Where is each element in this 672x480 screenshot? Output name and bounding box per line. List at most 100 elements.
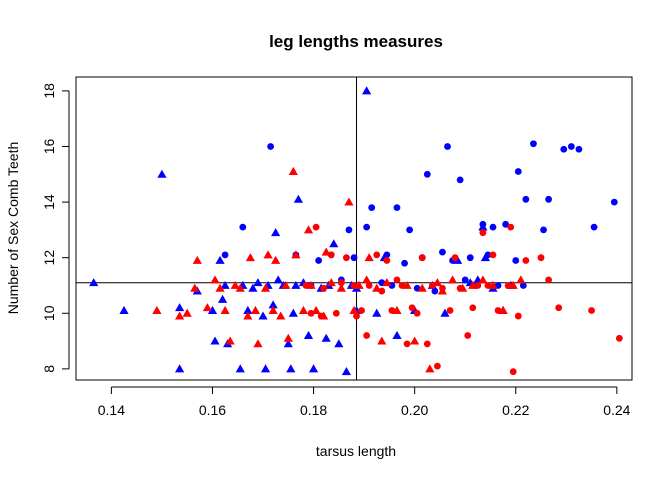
data-point-circle [408,304,416,312]
data-point-triangle [250,305,261,314]
data-point-triangle [175,364,185,373]
data-point-triangle [273,275,283,284]
data-point-triangle [293,194,303,203]
data-point-triangle [217,294,228,303]
data-point-circle [302,282,310,289]
data-point-triangle [190,283,200,292]
y-axis: 8 10 12 14 16 18 [41,83,70,373]
x-axis-label: tarsus length [316,443,396,459]
x-tick-label: 0.18 [300,402,327,418]
y-tick-label: 8 [41,365,57,373]
data-point-triangle [440,308,450,317]
data-point-circle [393,276,401,284]
data-point-triangle [207,305,218,314]
data-point-circle [239,223,247,231]
data-point-triangle [349,305,359,314]
data-point-circle [610,198,618,206]
y-tick-label: 10 [41,305,57,321]
data-point-circle [509,368,517,376]
data-point-circle [590,223,598,231]
data-point-triangle [152,305,162,314]
data-point-triangle [243,305,253,314]
data-point-triangle [286,364,296,373]
data-point-circle [428,282,436,289]
data-point-triangle [362,275,372,284]
data-point-circle [431,287,439,295]
data-point-triangle [417,283,427,292]
x-tick-label: 0.22 [502,402,529,418]
data-point-circle [332,309,340,317]
data-point-triangle [516,275,526,284]
data-point-circle [383,251,391,259]
data-point-circle [512,257,520,264]
data-point-circle [393,204,401,212]
data-point-circle [439,284,446,292]
data-point-triangle [329,239,339,248]
data-point-triangle [248,283,258,292]
data-point-triangle [253,278,263,287]
data-point-triangle [220,305,230,314]
data-point-circle [588,307,595,314]
data-point-triangle [175,311,185,320]
data-point-triangle [334,339,344,348]
data-point-circle [307,309,315,317]
data-point-circle [456,284,464,292]
data-point-circle [545,195,552,203]
data-point-triangle [245,253,255,262]
data-point-triangle [258,311,268,320]
data-point-circle [345,226,353,234]
data-point-triangle [447,275,458,284]
data-point-triangle [478,275,488,284]
data-point-triangle [291,280,301,289]
data-point-circle [350,254,358,262]
data-point-circle [575,145,583,153]
data-point-triangle [291,250,301,259]
data-point-circle [365,282,373,289]
data-point-triangle [298,305,309,314]
data-point-circle [479,220,487,228]
data-point-circle [479,229,487,237]
data-point-triangle [89,278,99,287]
data-point-circle [363,223,371,231]
data-point-triangle [157,169,167,178]
data-point-circle [315,257,323,264]
data-point-circle [519,282,527,289]
data-point-circle [507,223,515,231]
y-tick-label: 12 [41,250,57,266]
x-tick-label: 0.20 [401,402,428,418]
data-points [89,86,623,376]
x-tick-label: 0.24 [603,402,630,418]
data-point-circle [423,170,431,178]
data-point-circle [398,282,406,289]
x-axis: 0.14 0.16 0.18 0.20 0.22 0.24 [98,386,631,418]
data-point-triangle [253,339,263,348]
data-point-circle [406,226,413,234]
data-point-circle [423,340,431,348]
data-point-circle [567,143,575,150]
data-point-triangle [210,336,220,345]
data-point-triangle [425,364,435,373]
data-point-triangle [281,280,291,289]
data-point-circle [350,282,358,289]
data-point-circle [489,223,497,231]
data-point-triangle [263,250,273,259]
data-point-circle [489,251,497,259]
data-point-circle [434,362,441,370]
data-point-circle [403,340,411,348]
data-point-triangle [341,367,352,376]
data-point-triangle [243,311,253,320]
data-point-circle [560,145,568,153]
data-point-triangle [202,303,213,312]
data-point-triangle [344,197,354,206]
data-point-circle [456,176,464,184]
data-point-circle [514,312,522,320]
data-point-circle [522,257,530,264]
data-point-triangle [119,305,129,314]
data-point-circle [221,251,229,259]
data-point-triangle [283,333,293,342]
data-point-triangle [308,364,319,373]
data-point-circle [522,195,530,203]
data-point-circle [383,257,391,264]
data-point-circle [514,168,522,175]
